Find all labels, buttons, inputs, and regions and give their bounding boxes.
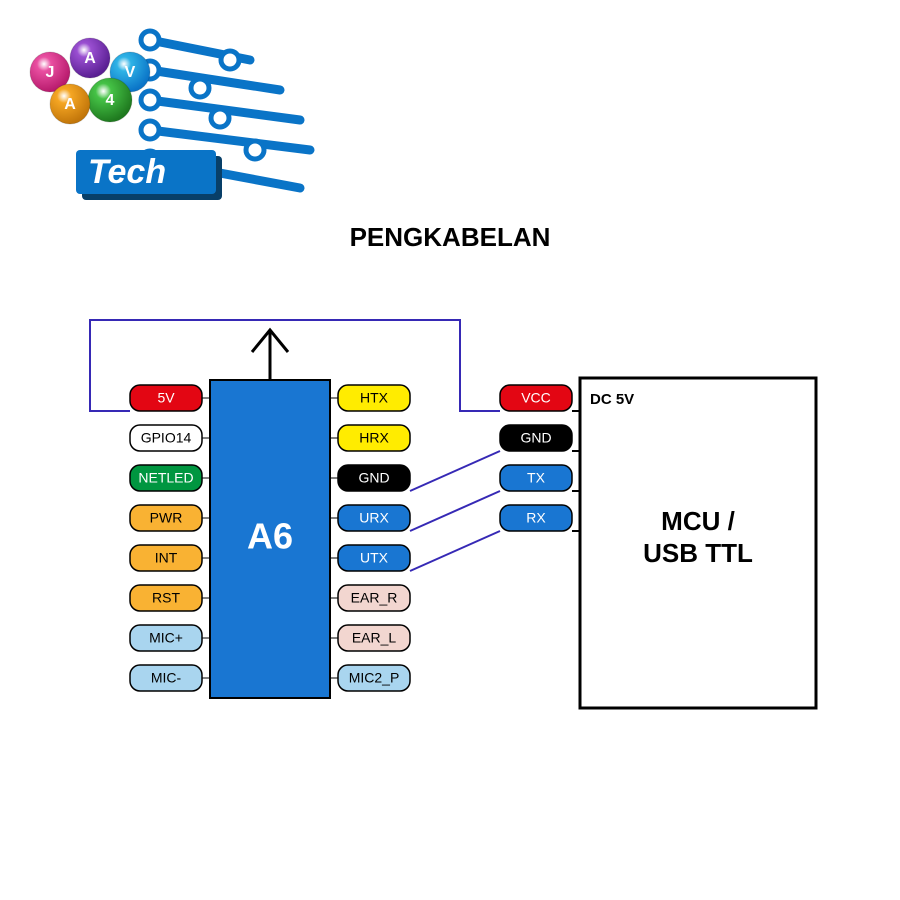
mcu-note: DC 5V (590, 391, 634, 408)
pin-right-utx-label: UTX (360, 550, 389, 566)
mcu-label-1: MCU / (661, 506, 735, 536)
pin-mcu-tx-label: TX (527, 470, 546, 486)
pin-mcu-gnd-label: GND (520, 430, 551, 446)
wire (410, 451, 500, 491)
pin-right-gnd-label: GND (358, 470, 389, 486)
mcu-label-2: USB TTL (643, 538, 753, 568)
pin-right-ear_l-label: EAR_L (352, 630, 397, 646)
pin-right-ear_r-label: EAR_R (351, 590, 398, 606)
svg-text:A: A (64, 96, 76, 113)
pin-left-pwr-label: PWR (150, 510, 183, 526)
pin-left-int-label: INT (155, 550, 178, 566)
svg-text:4: 4 (106, 92, 115, 109)
svg-text:V: V (125, 64, 136, 81)
pin-left-gpio14-label: GPIO14 (141, 430, 192, 446)
pin-left-mic--label: MIC- (151, 670, 182, 686)
pin-mcu-vcc-label: VCC (521, 390, 551, 406)
svg-text:A: A (84, 50, 96, 67)
pin-left-5v-label: 5V (157, 390, 175, 406)
pin-left-netled-label: NETLED (138, 470, 193, 486)
wire (410, 531, 500, 571)
pin-right-htx-label: HTX (360, 390, 389, 406)
pin-left-rst-label: RST (152, 590, 180, 606)
pin-mcu-rx-label: RX (526, 510, 546, 526)
chip-label: A6 (247, 516, 293, 557)
pin-left-mic+-label: MIC+ (149, 630, 183, 646)
svg-text:J: J (46, 64, 55, 81)
diagram-title: PENGKABELAN (350, 222, 551, 252)
wire (410, 491, 500, 531)
svg-text:Tech: Tech (88, 153, 166, 191)
pin-right-mic2_p-label: MIC2_P (349, 670, 400, 686)
pin-right-hrx-label: HRX (359, 430, 389, 446)
pin-right-urx-label: URX (359, 510, 389, 526)
